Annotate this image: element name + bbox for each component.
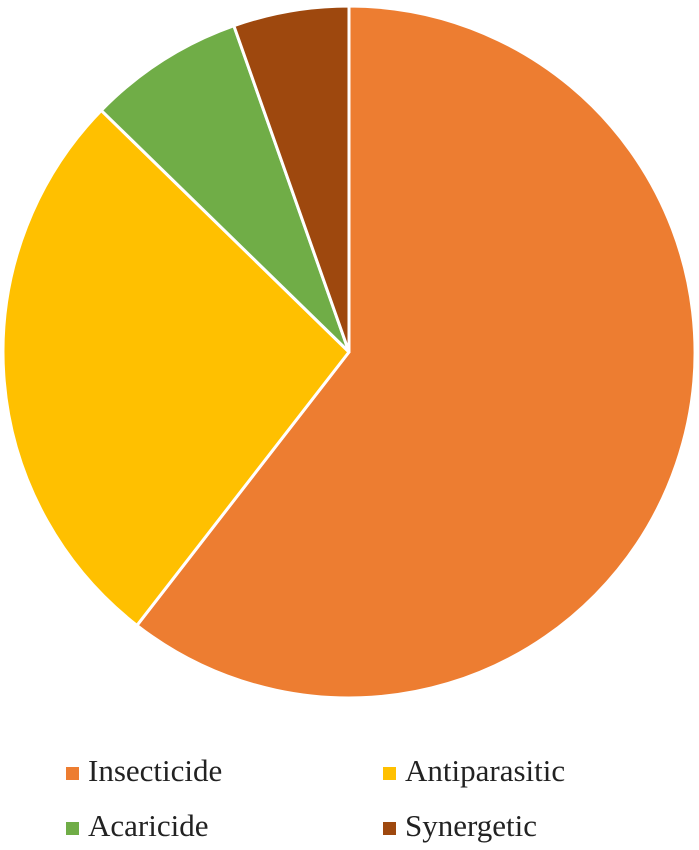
legend-swatch: [66, 822, 79, 835]
legend-swatch: [66, 767, 79, 780]
legend-label: Antiparasitic: [405, 753, 565, 788]
pie-slice: [1, 108, 351, 627]
pie-slice: [99, 24, 351, 354]
legend-swatch: [383, 767, 396, 780]
legend-label: Synergetic: [405, 808, 537, 843]
pie-slice: [232, 4, 351, 354]
legend-label: Acaricide: [88, 808, 208, 843]
pie-slice: [135, 4, 697, 700]
legend-label: Insecticide: [88, 753, 222, 788]
legend-swatch: [383, 822, 396, 835]
